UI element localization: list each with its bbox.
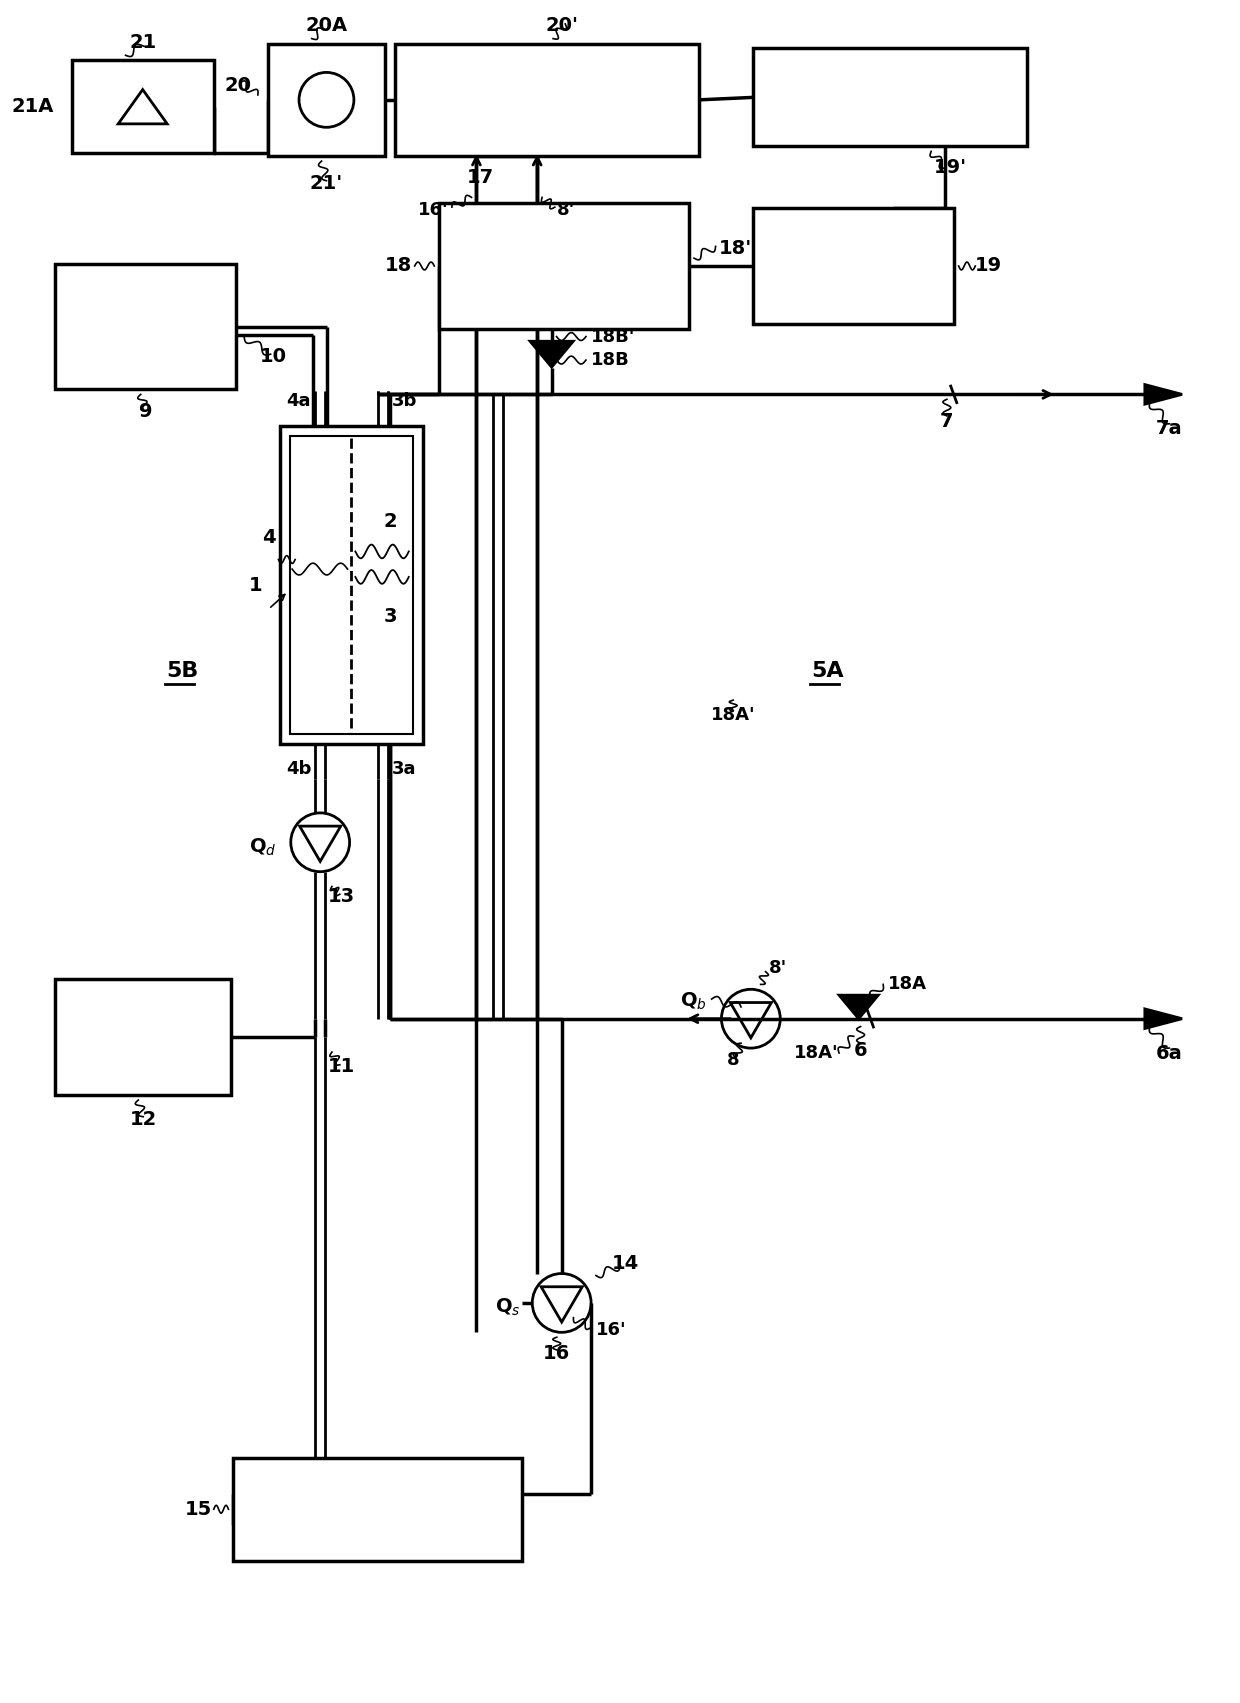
Text: 5A: 5A xyxy=(812,661,844,681)
Text: 21A: 21A xyxy=(11,97,55,116)
Text: 3b: 3b xyxy=(392,392,417,410)
Bar xyxy=(753,208,954,324)
Text: 2: 2 xyxy=(383,513,397,531)
Text: Q$_s$: Q$_s$ xyxy=(495,1298,521,1318)
Text: 18A: 18A xyxy=(888,976,928,993)
Text: 7: 7 xyxy=(940,412,954,431)
Bar xyxy=(268,44,386,157)
Text: Q$_b$: Q$_b$ xyxy=(680,991,707,1012)
Text: 15: 15 xyxy=(185,1500,212,1519)
Text: 18B': 18B' xyxy=(590,327,635,346)
Text: 13: 13 xyxy=(329,887,356,906)
Text: 14: 14 xyxy=(611,1253,639,1274)
Bar xyxy=(72,60,213,153)
Text: 12: 12 xyxy=(129,1110,156,1129)
Text: 19: 19 xyxy=(976,257,1002,276)
Polygon shape xyxy=(529,341,573,368)
Text: 6a: 6a xyxy=(1156,1044,1183,1063)
Text: 20A: 20A xyxy=(305,17,347,36)
Bar xyxy=(55,264,237,390)
Bar xyxy=(233,1458,522,1560)
Text: 8: 8 xyxy=(727,1051,739,1069)
Text: 16': 16' xyxy=(596,1322,626,1339)
Text: 21: 21 xyxy=(129,32,156,53)
Text: 18A': 18A' xyxy=(711,705,755,724)
Bar xyxy=(439,203,689,329)
Text: 7a: 7a xyxy=(1156,419,1183,438)
Text: 6: 6 xyxy=(854,1041,868,1059)
Text: 10: 10 xyxy=(260,347,286,366)
Text: 21': 21' xyxy=(310,174,343,192)
Text: Q$_d$: Q$_d$ xyxy=(248,836,277,858)
Text: 16: 16 xyxy=(543,1344,570,1364)
Text: 18': 18' xyxy=(718,238,751,257)
Bar xyxy=(396,44,699,157)
Text: 1: 1 xyxy=(249,576,263,594)
Text: 8': 8' xyxy=(557,201,575,220)
Text: 18: 18 xyxy=(384,257,412,276)
Text: 3a: 3a xyxy=(392,760,417,778)
Text: 20': 20' xyxy=(546,17,579,36)
Text: 8': 8' xyxy=(769,959,786,978)
Text: 11: 11 xyxy=(329,1058,356,1076)
Text: 17: 17 xyxy=(466,169,494,187)
Text: 18A': 18A' xyxy=(795,1044,839,1063)
Text: 9: 9 xyxy=(139,402,153,421)
Text: 18B: 18B xyxy=(590,351,630,370)
Text: 3: 3 xyxy=(384,608,397,627)
Text: 20: 20 xyxy=(224,75,252,95)
Text: 4b: 4b xyxy=(286,760,311,778)
Bar xyxy=(290,436,413,734)
Polygon shape xyxy=(1145,1008,1182,1029)
Polygon shape xyxy=(1145,385,1182,404)
Bar xyxy=(753,48,1027,146)
Text: 19': 19' xyxy=(934,158,967,177)
Polygon shape xyxy=(839,995,878,1018)
Text: 5B: 5B xyxy=(166,661,200,681)
Text: 4a: 4a xyxy=(286,392,311,410)
Text: 16': 16' xyxy=(418,201,449,220)
Bar xyxy=(55,979,232,1095)
Text: 4: 4 xyxy=(262,528,275,547)
Bar xyxy=(280,426,423,744)
